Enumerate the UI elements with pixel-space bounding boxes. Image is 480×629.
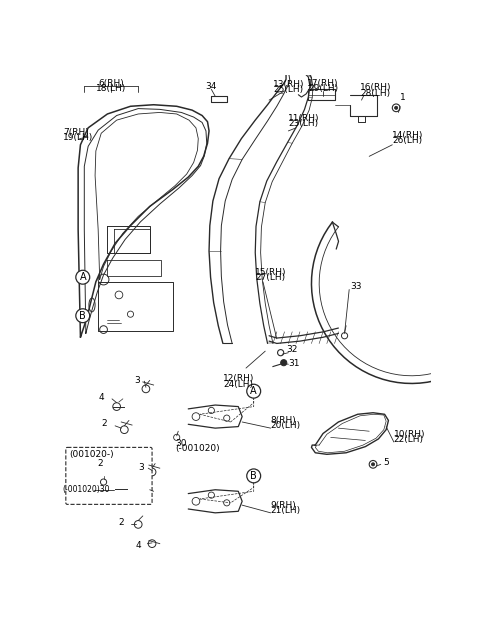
Text: 14(RH): 14(RH) xyxy=(392,131,424,140)
Text: 4: 4 xyxy=(135,542,141,550)
Text: 3: 3 xyxy=(134,376,140,385)
Text: (-001020): (-001020) xyxy=(175,444,220,454)
Text: 2: 2 xyxy=(102,419,108,428)
Text: 3: 3 xyxy=(138,463,144,472)
Text: 16(RH): 16(RH) xyxy=(360,83,392,92)
Text: 29(LH): 29(LH) xyxy=(308,84,338,93)
Circle shape xyxy=(372,463,374,466)
Text: 27(LH): 27(LH) xyxy=(255,274,286,282)
Text: 11(RH): 11(RH) xyxy=(288,114,320,123)
Text: 32: 32 xyxy=(286,345,298,354)
Circle shape xyxy=(148,540,156,547)
Text: 21(LH): 21(LH) xyxy=(271,506,301,515)
Text: 10(RH): 10(RH) xyxy=(394,430,425,438)
Text: 34: 34 xyxy=(205,82,217,91)
Text: 25(LH): 25(LH) xyxy=(273,86,303,94)
Circle shape xyxy=(142,385,150,392)
Circle shape xyxy=(281,360,287,366)
Text: (001020-): (001020-) xyxy=(69,450,114,459)
Text: 33: 33 xyxy=(350,282,361,291)
Text: 12(RH): 12(RH) xyxy=(223,374,254,383)
Circle shape xyxy=(395,106,398,109)
Text: 26(LH): 26(LH) xyxy=(392,136,422,145)
Text: B: B xyxy=(79,311,86,321)
Text: 30: 30 xyxy=(175,439,187,448)
Text: 13(RH): 13(RH) xyxy=(273,80,304,89)
Text: 31: 31 xyxy=(288,359,300,368)
Text: 1: 1 xyxy=(400,92,406,101)
Text: 5: 5 xyxy=(383,457,389,467)
Text: 17(RH): 17(RH) xyxy=(307,79,339,87)
Text: 7(RH): 7(RH) xyxy=(63,128,88,137)
Circle shape xyxy=(115,485,123,493)
Text: 2: 2 xyxy=(119,518,124,526)
Text: 22(LH): 22(LH) xyxy=(394,435,424,444)
Text: 6(RH): 6(RH) xyxy=(98,79,124,87)
Text: 23(LH): 23(LH) xyxy=(288,120,318,128)
Text: A: A xyxy=(80,272,86,282)
Text: 15(RH): 15(RH) xyxy=(255,268,287,277)
FancyBboxPatch shape xyxy=(66,447,152,504)
Circle shape xyxy=(120,426,128,433)
Circle shape xyxy=(113,403,120,411)
Circle shape xyxy=(134,521,142,528)
Text: 9(RH): 9(RH) xyxy=(271,501,296,509)
Text: 18(LH): 18(LH) xyxy=(96,84,126,93)
Text: 20(LH): 20(LH) xyxy=(271,421,301,430)
Text: 8(RH): 8(RH) xyxy=(271,416,296,425)
Text: 28(LH): 28(LH) xyxy=(360,89,390,97)
Text: 19(LH): 19(LH) xyxy=(63,133,93,142)
Text: B: B xyxy=(251,471,257,481)
Text: 4: 4 xyxy=(99,393,104,402)
Text: 2: 2 xyxy=(97,459,103,468)
Text: 24(LH): 24(LH) xyxy=(223,380,253,389)
Text: A: A xyxy=(251,386,257,396)
Circle shape xyxy=(148,468,156,476)
Text: (-001020)30: (-001020)30 xyxy=(63,485,110,494)
